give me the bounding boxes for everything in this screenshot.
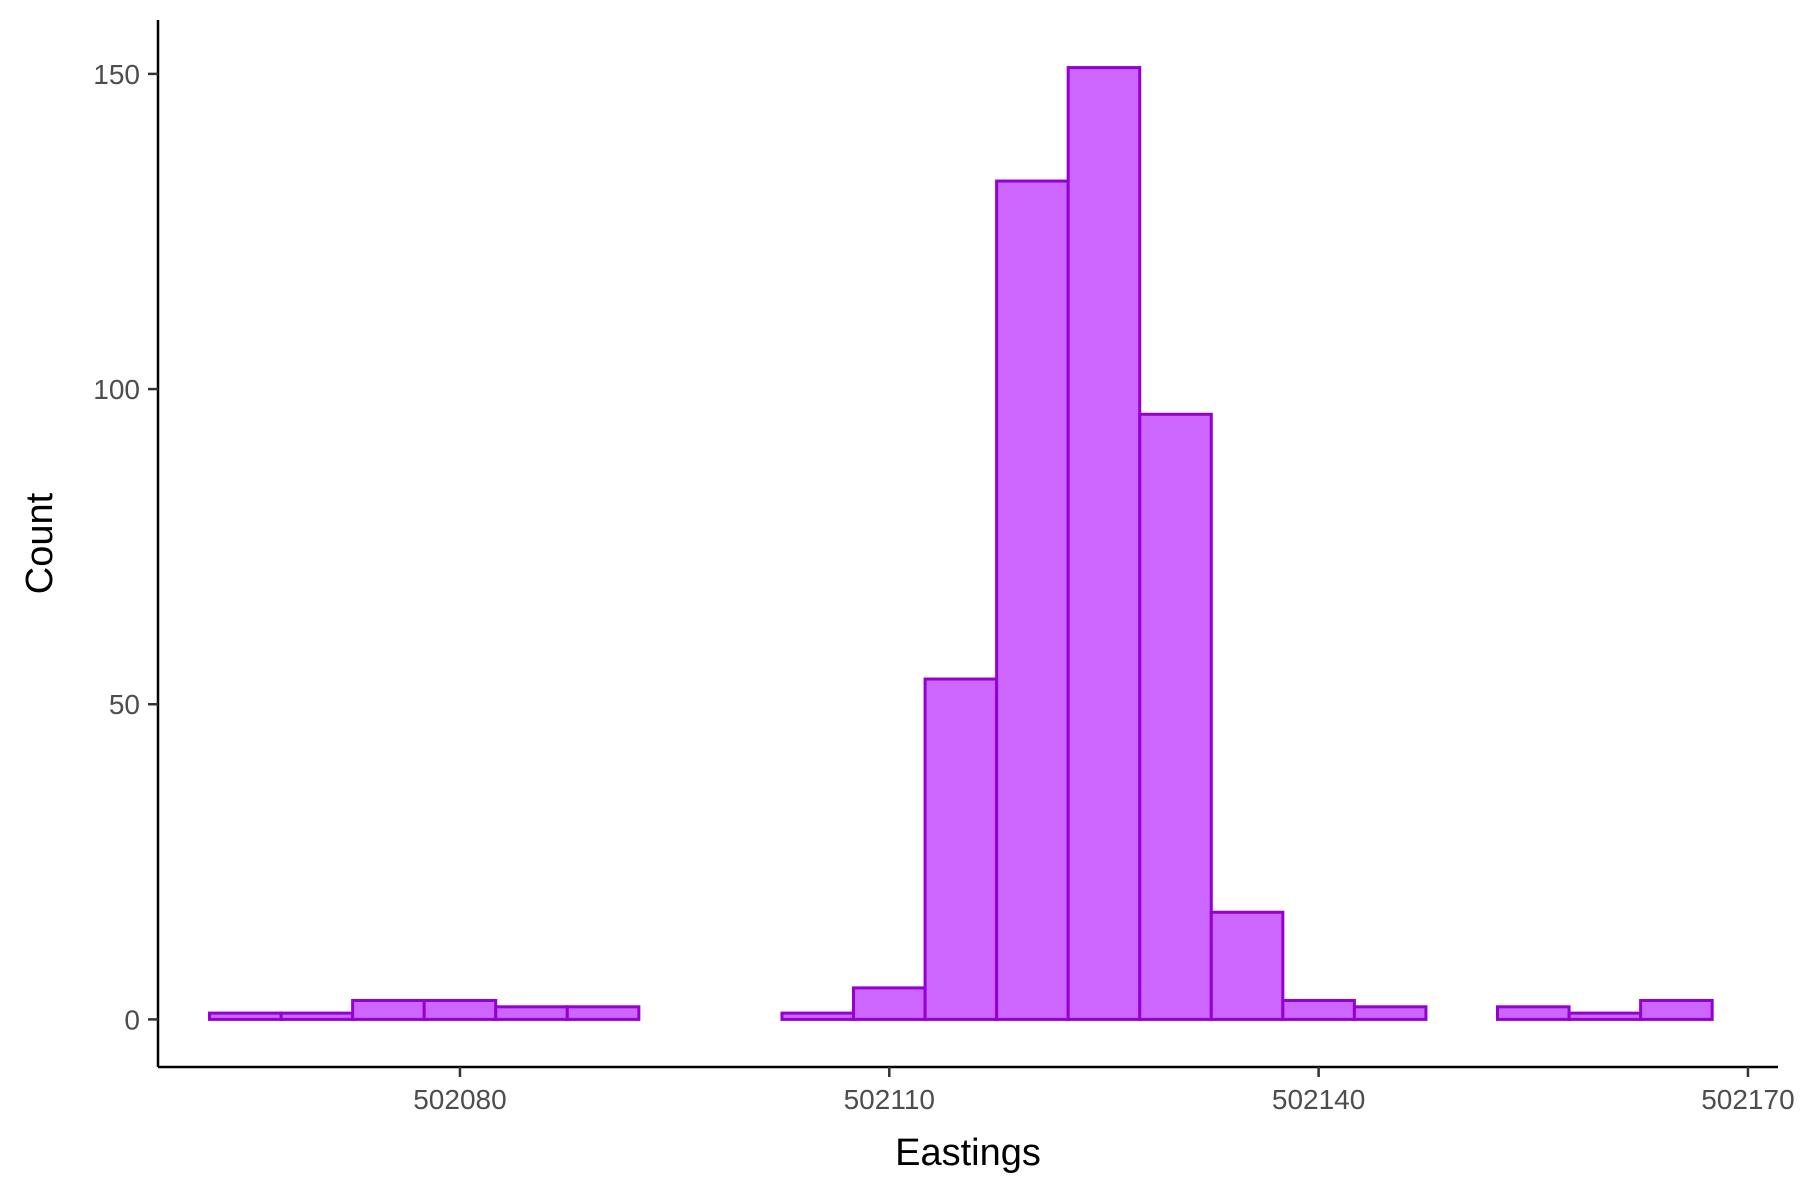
histogram-bar [1066,66,1142,1021]
histogram-bar [1138,412,1213,1021]
histogram-bar [565,1005,641,1021]
x-tick-label: 502170 [1701,1084,1794,1115]
x-tick-label: 502110 [844,1084,935,1115]
y-tick-label: 0 [124,1004,140,1035]
y-tick-label: 100 [93,374,140,405]
bars-group [208,66,1714,1021]
x-axis-title: Eastings [895,1132,1041,1174]
histogram-bar [494,1005,569,1021]
histogram-bar [995,179,1070,1021]
x-tick-label: 502140 [1272,1084,1365,1115]
histogram-bar [279,1011,355,1021]
histogram-bar [1639,998,1714,1021]
histogram-bar [351,998,426,1021]
histogram-bar [1209,910,1285,1021]
histogram-bar [1567,1011,1643,1021]
histogram-bar [923,677,999,1021]
histogram-bar [1352,1005,1428,1021]
x-tick-label: 502080 [413,1084,506,1115]
histogram-bar [1496,1005,1571,1021]
histogram-bar [852,986,927,1021]
histogram-bar [1281,998,1356,1021]
y-tick-label: 150 [93,59,140,90]
histogram-bar [780,1011,856,1021]
y-axis-ticks: 0 50 100 150 [93,59,158,1035]
y-tick-label: 50 [109,689,140,720]
histogram-bar [422,998,498,1021]
y-axis-title: Count [19,492,61,594]
x-axis-ticks: 502080 502110 502140 502170 [413,1067,1795,1115]
histogram-bar [208,1011,283,1021]
